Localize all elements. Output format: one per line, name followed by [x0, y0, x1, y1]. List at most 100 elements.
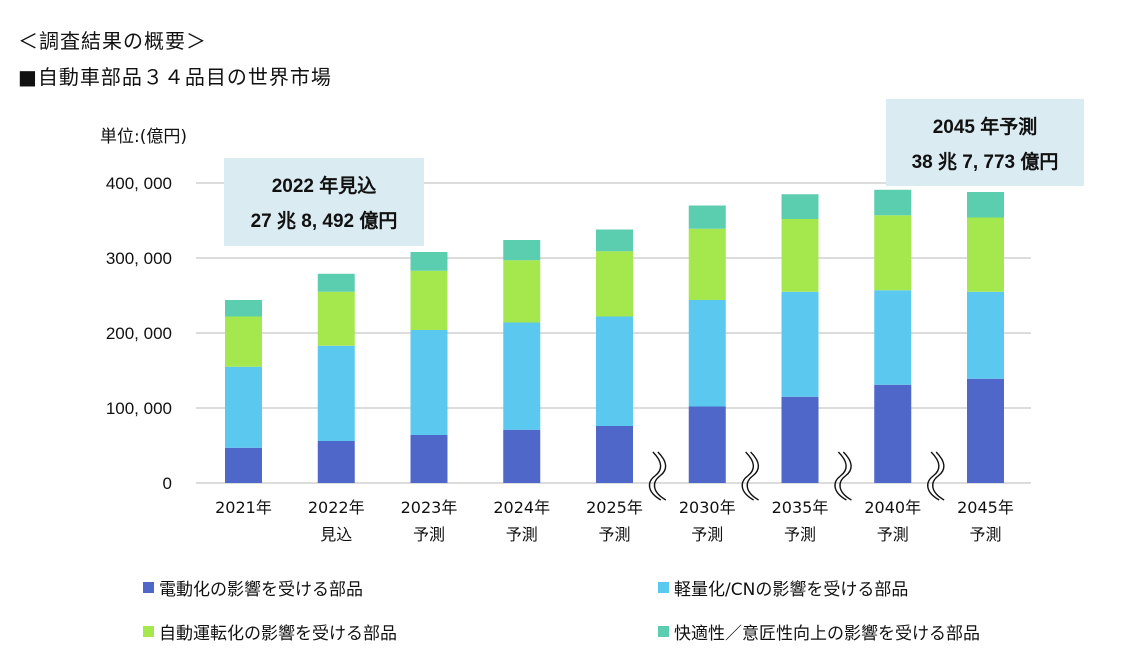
bar-segment [503, 260, 541, 323]
bar-segment [781, 194, 819, 219]
bar-segment [596, 426, 633, 483]
axis-break-icon [927, 451, 940, 501]
legend-swatch [143, 626, 154, 637]
bar-segment [874, 189, 912, 216]
bar-segment [596, 229, 633, 252]
axis-break-icon [839, 451, 852, 501]
y-tick-label: 0 [163, 474, 172, 493]
bar-segment [317, 441, 355, 483]
bar-segment [503, 429, 541, 483]
bar-segment [874, 215, 912, 291]
bar-stack [688, 205, 726, 483]
bar-stack [967, 192, 1004, 483]
x-tick-label: 予測 [691, 525, 723, 544]
axis-break-icon [932, 451, 945, 501]
x-tick-label: 予測 [969, 525, 1001, 544]
bar-segment [967, 217, 1004, 292]
callout-2022-estimate: 2022 年見込 27 兆 8, 492 億円 [224, 158, 424, 246]
x-tick-label: 2021年 [215, 498, 272, 517]
bar-segment [688, 406, 726, 483]
bar-segment [874, 384, 912, 483]
bar-segment [596, 316, 633, 426]
y-tick-label: 300, 000 [106, 249, 172, 268]
legend-label: 自動運転化の影響を受ける部品 [159, 624, 397, 644]
y-axis-unit-label: 単位:(億円) [100, 127, 187, 147]
x-tick-label: 予測 [784, 525, 816, 544]
axis-break-icon [746, 451, 760, 501]
x-tick-label: 2023年 [401, 498, 458, 517]
axis-break-marks [648, 451, 945, 501]
y-tick-label: 100, 000 [106, 399, 172, 418]
bar-stack [410, 252, 448, 483]
bar-segment [317, 291, 355, 346]
x-tick-label: 見込 [320, 525, 352, 544]
legend-item-comfort-design: 快適性／意匠性向上の影響を受ける部品 [658, 619, 980, 644]
legend-label: 快適性／意匠性向上の影響を受ける部品 [674, 624, 980, 644]
x-tick-label: 2025年 [586, 498, 643, 517]
legend-swatch [658, 626, 669, 637]
bar-segment [967, 192, 1004, 218]
bar-segment [688, 300, 726, 407]
x-tick-label: 2030年 [679, 498, 736, 517]
bar-stack [225, 300, 262, 483]
bar-stack [874, 189, 912, 483]
bar-segment [410, 435, 448, 483]
bar-segment [410, 252, 448, 271]
axis-break-icon [653, 451, 667, 501]
callout-2045-line2: 38 兆 7, 773 億円 [911, 151, 1059, 173]
bar-segment [688, 228, 726, 300]
bar-stack [596, 229, 633, 483]
x-tick-label: 2035年 [772, 498, 829, 517]
section-title: ＜調査結果の概要＞ [18, 29, 207, 53]
callout-2022-line1: 2022 年見込 [271, 176, 377, 197]
bar-stack [781, 194, 819, 483]
axis-break-icon [741, 451, 755, 501]
chart-heading: ■自動車部品３４品目の世界市場 [18, 65, 332, 89]
bar-segment [503, 240, 541, 261]
bar-segment [410, 330, 448, 435]
axis-break-icon [648, 451, 662, 501]
bars [225, 189, 1004, 483]
bar-segment [967, 378, 1004, 483]
axis-break-icon [834, 451, 847, 501]
y-axis-ticks: 0 100, 000 200, 000 300, 000 400, 000 [106, 174, 172, 493]
bar-segment [317, 273, 355, 292]
legend-label: 軽量化/CNの影響を受ける部品 [674, 580, 909, 600]
x-tick-label: 予測 [413, 525, 445, 544]
legend-item-lightweight-cn: 軽量化/CNの影響を受ける部品 [658, 575, 908, 600]
x-tick-label: 2022年 [308, 498, 365, 517]
bar-segment [596, 251, 633, 317]
x-tick-label: 予測 [598, 525, 630, 544]
bar-segment [225, 300, 262, 317]
y-tick-label: 200, 000 [106, 324, 172, 343]
x-tick-label: 2024年 [493, 498, 550, 517]
y-tick-label: 400, 000 [106, 174, 172, 193]
bar-segment [225, 447, 262, 483]
bar-segment [781, 291, 819, 397]
x-tick-label: 予測 [506, 525, 538, 544]
x-tick-label: 予測 [877, 525, 909, 544]
bar-stack [503, 240, 541, 483]
legend-item-electrification: 電動化の影響を受ける部品 [143, 575, 363, 600]
x-tick-label: 2045年 [957, 498, 1014, 517]
bar-segment [688, 205, 726, 229]
bar-segment [781, 219, 819, 292]
x-tick-label: 2040年 [864, 498, 921, 517]
callout-2022-line2: 27 兆 8, 492 億円 [250, 211, 398, 232]
bar-segment [503, 322, 541, 430]
callout-2045-line1: 2045 年予測 [932, 116, 1038, 138]
legend-label: 電動化の影響を受ける部品 [159, 580, 363, 600]
bar-segment [781, 396, 819, 483]
bar-segment [225, 316, 262, 367]
bar-segment [410, 270, 448, 330]
callout-2045-forecast: 2045 年予測 38 兆 7, 773 億円 [886, 99, 1084, 186]
legend-swatch [658, 582, 669, 593]
legend-item-autonomous: 自動運転化の影響を受ける部品 [143, 619, 397, 644]
bar-segment [225, 366, 262, 448]
bar-segment [967, 291, 1004, 379]
bar-segment [317, 345, 355, 441]
bar-segment [874, 290, 912, 385]
bar-stack [317, 273, 355, 483]
legend-swatch [143, 582, 154, 593]
